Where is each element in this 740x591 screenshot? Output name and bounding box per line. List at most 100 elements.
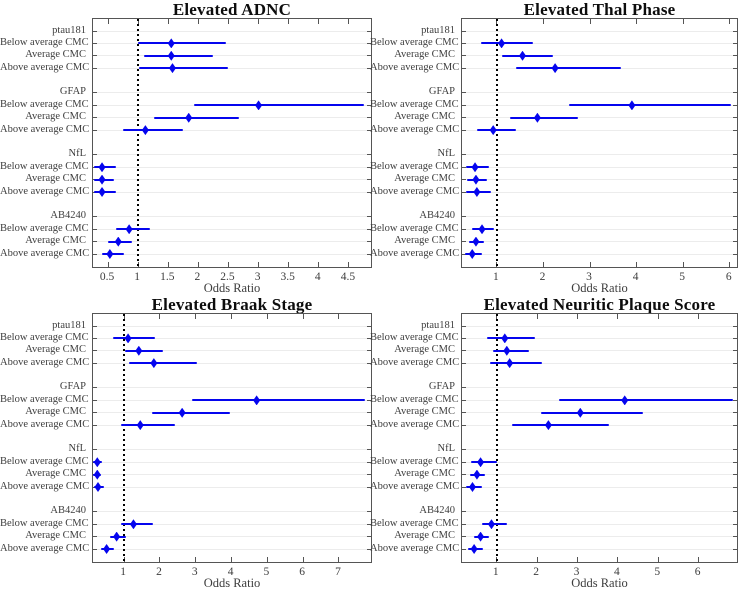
group-label: GFAP (428, 86, 455, 98)
point-marker (103, 544, 111, 554)
group-label: AB4240 (50, 210, 86, 222)
ci-line (509, 116, 578, 119)
y-tick-left (93, 117, 97, 119)
row-label: Below average CMC (370, 455, 459, 467)
y-tick-left (462, 325, 466, 327)
plot-area (461, 18, 738, 268)
row-label: Average CMC (25, 468, 86, 480)
gridline (93, 253, 371, 255)
point-marker (124, 333, 132, 344)
x-tick-top (576, 314, 578, 319)
x-tick-label: 1 (120, 566, 127, 578)
point-marker (498, 38, 506, 49)
x-tick-top (197, 19, 199, 24)
row-label: Average CMC (394, 173, 455, 185)
reference-line (495, 19, 498, 267)
row-label: Above average CMC (370, 356, 460, 368)
point-marker (477, 457, 485, 468)
point-marker (113, 531, 121, 542)
gridline (93, 424, 371, 426)
row-label: Average CMC (25, 530, 86, 542)
point-marker (167, 38, 175, 49)
point-marker (253, 395, 261, 406)
point-marker (489, 125, 497, 136)
row-label: Average CMC (25, 173, 86, 185)
gridline (462, 523, 737, 525)
y-tick-left (462, 412, 466, 414)
x-tick-top (159, 314, 161, 319)
gridline (93, 511, 371, 513)
x-tick-label: 2 (533, 566, 539, 578)
row-label: Average CMC (394, 49, 455, 61)
gridline (462, 387, 737, 389)
y-tick-left (93, 350, 97, 352)
gridline (462, 548, 737, 550)
point-marker (472, 236, 480, 247)
subplot-elevated-braak-stage: Elevated Braak Stage Odds Ratio ptau181 B… (0, 295, 372, 591)
y-tick-left (93, 154, 97, 156)
y-tick-left (462, 449, 466, 451)
y-tick-left (93, 449, 97, 451)
gridline (93, 350, 371, 352)
y-tick-right (367, 536, 371, 538)
gridline (93, 474, 371, 476)
gridline (462, 325, 737, 327)
x-tick-label: 5 (679, 271, 685, 283)
y-tick-left (462, 191, 466, 193)
ci-line (112, 337, 155, 340)
y-tick-right (367, 325, 371, 327)
ci-line (493, 349, 530, 352)
subplot-elevated-thal-phase: Elevated Thal Phase Odds Ratio ptau181 Be… (370, 0, 740, 296)
point-marker (106, 249, 114, 259)
point-marker (519, 50, 527, 61)
y-tick-left (93, 67, 97, 69)
x-tick (682, 262, 684, 267)
y-tick-left (462, 523, 466, 525)
x-tick-label: 6 (725, 271, 732, 283)
y-tick-right (367, 42, 371, 44)
gridline (93, 42, 371, 44)
y-tick-right (367, 350, 371, 352)
x-tick-top (657, 314, 659, 319)
point-marker (129, 519, 137, 530)
point-marker (477, 531, 485, 542)
y-tick-left (462, 424, 466, 426)
y-tick-right (733, 399, 737, 401)
y-tick-right (733, 511, 737, 513)
row-label: Above average CMC (0, 418, 90, 430)
y-tick-right (367, 511, 371, 513)
y-tick-left (462, 350, 466, 352)
x-tick-top (318, 19, 320, 24)
y-tick-right (733, 104, 737, 106)
gridline (462, 511, 737, 513)
row-label: Average CMC (25, 344, 86, 356)
x-tick-label: 1.5 (160, 271, 175, 283)
x-tick (107, 262, 109, 267)
y-tick-left (93, 30, 97, 32)
point-marker (506, 358, 514, 369)
y-tick-left (93, 548, 97, 550)
gridline (93, 55, 371, 57)
x-tick-label: 4 (632, 271, 639, 283)
x-tick (302, 557, 304, 562)
y-tick-right (733, 548, 737, 550)
row-label: Below average CMC (0, 455, 89, 467)
group-label: GFAP (59, 381, 86, 393)
y-tick-left (93, 424, 97, 426)
x-tick-top (288, 19, 290, 24)
y-tick-left (462, 461, 466, 463)
y-tick-left (93, 216, 97, 218)
point-marker (551, 63, 559, 74)
row-label: Average CMC (394, 111, 455, 123)
point-marker (473, 187, 481, 198)
y-tick-right (367, 55, 371, 57)
row-label: Above average CMC (0, 123, 90, 135)
gridline (93, 461, 371, 463)
y-tick-left (462, 55, 466, 57)
y-tick-left (462, 536, 466, 538)
y-tick-right (733, 325, 737, 327)
row-label: Average CMC (25, 111, 86, 123)
point-marker (94, 482, 102, 493)
x-tick-label: 2 (156, 566, 162, 578)
point-marker (125, 224, 133, 235)
